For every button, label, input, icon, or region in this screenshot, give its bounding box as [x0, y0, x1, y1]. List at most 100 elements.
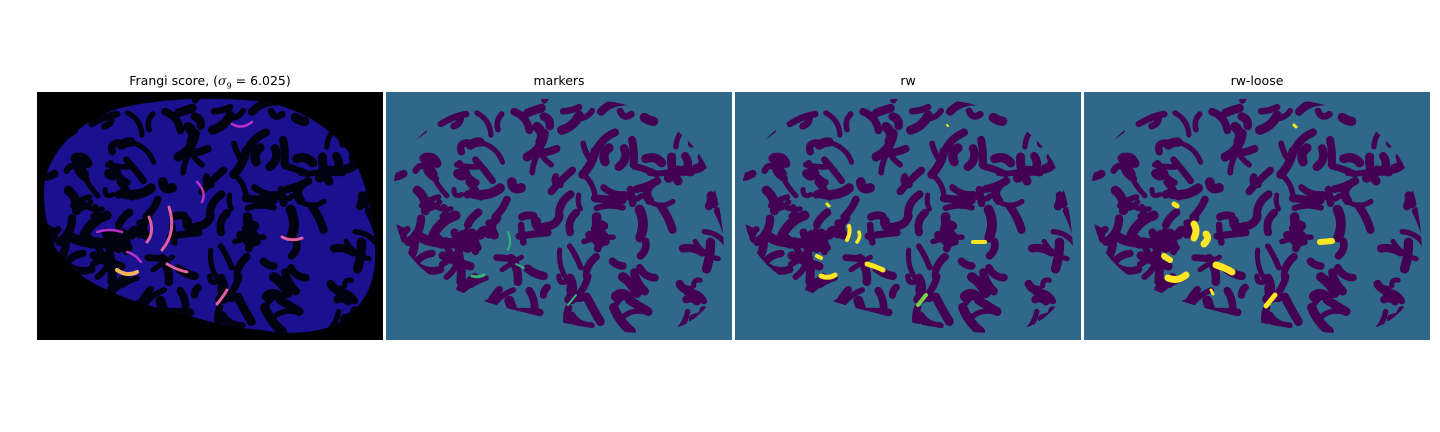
blob-mark — [337, 298, 348, 301]
blob-mark — [632, 140, 634, 165]
panel-image-markers — [386, 92, 732, 340]
blob-mark — [597, 206, 623, 208]
panel-image-rw-loose — [1084, 92, 1430, 340]
blob-mark — [613, 261, 623, 266]
blob-mark — [1108, 238, 1113, 258]
blob-mark — [962, 261, 972, 266]
blob-mark — [336, 156, 339, 172]
blob-mark — [868, 233, 897, 236]
blob-mark — [1226, 108, 1240, 113]
blob-mark — [1295, 206, 1321, 208]
blob-mark — [871, 215, 883, 217]
blob-mark — [470, 142, 480, 145]
blob-mark — [946, 206, 972, 208]
blob-mark — [927, 195, 929, 209]
blob-mark — [1344, 158, 1360, 163]
blob-mark — [685, 156, 688, 172]
blob-mark — [644, 118, 653, 122]
blob-mark — [1293, 198, 1321, 200]
blob-mark — [790, 243, 817, 248]
blob-mark — [297, 158, 313, 163]
blob-mark — [1383, 156, 1386, 172]
blob-mark — [528, 108, 542, 113]
blob-mark — [246, 225, 254, 229]
highlight-segment — [1194, 224, 1196, 238]
blob-mark — [1235, 127, 1240, 142]
panel-image-rw — [735, 92, 1081, 340]
blob-mark — [1035, 298, 1046, 301]
highlight-segment — [1294, 125, 1296, 127]
blob-mark — [995, 158, 1011, 163]
blob-mark — [629, 196, 641, 199]
highlight-segment — [821, 275, 835, 277]
blob-mark — [519, 233, 548, 236]
panel-title-rw-loose: rw-loose — [1084, 73, 1430, 89]
blob-mark — [248, 206, 274, 208]
blob-mark — [1139, 243, 1166, 248]
highlight-segment — [1211, 290, 1213, 294]
blob-mark — [978, 196, 990, 199]
blob-mark — [92, 243, 119, 248]
blob-mark — [255, 148, 260, 162]
highlight-segment — [1164, 256, 1170, 260]
blob-mark — [1242, 287, 1246, 295]
markers-image — [386, 92, 732, 340]
blob-mark — [1384, 298, 1395, 301]
blob-mark — [822, 242, 826, 251]
blob-mark — [148, 258, 166, 260]
blob-mark — [846, 258, 864, 260]
blob-mark — [188, 127, 193, 142]
blob-mark — [195, 287, 199, 295]
blob-mark — [1217, 233, 1246, 236]
blob-mark — [886, 127, 891, 142]
blob-mark — [545, 149, 557, 153]
blob-mark — [1171, 242, 1175, 251]
blob-mark — [595, 198, 623, 200]
highlight-segment — [472, 275, 484, 277]
blob-mark — [1293, 225, 1301, 229]
blob-mark — [229, 195, 231, 209]
blob-mark — [1195, 258, 1213, 260]
blob-mark — [877, 108, 891, 113]
blob-mark — [410, 238, 415, 258]
title-suffix: = 6.025) — [232, 73, 291, 88]
blob-mark — [544, 287, 548, 295]
panel-title-rw: rw — [735, 73, 1081, 89]
frangi-score-image — [37, 92, 383, 340]
blob-mark — [1220, 215, 1232, 217]
blob-mark — [1330, 140, 1332, 165]
blob-mark — [170, 233, 199, 236]
highlight-segment — [1320, 241, 1332, 242]
title-sigma-symbol: σ — [218, 73, 227, 88]
blob-mark — [537, 127, 542, 142]
blob-mark — [264, 261, 274, 266]
blob-mark — [1243, 149, 1255, 153]
blob-mark — [1338, 210, 1341, 238]
blob-mark — [1342, 118, 1351, 122]
blob-mark — [640, 210, 643, 238]
blob-mark — [1302, 148, 1307, 162]
blob-mark — [819, 142, 829, 145]
title-prefix: Frangi score, ( — [129, 73, 218, 88]
blob-mark — [953, 148, 958, 162]
blob-mark — [522, 215, 534, 217]
blob-mark — [893, 287, 897, 295]
blob-mark — [944, 198, 972, 200]
blob-mark — [578, 195, 580, 209]
blob-mark — [1327, 196, 1339, 199]
blob-mark — [283, 140, 285, 165]
blob-mark — [1034, 156, 1037, 172]
blob-mark — [1276, 195, 1278, 209]
highlight-segment — [1204, 234, 1208, 244]
blob-mark — [993, 118, 1002, 122]
blob-mark — [604, 148, 609, 162]
blob-mark — [173, 215, 185, 217]
blob-mark — [1168, 142, 1178, 145]
blob-mark — [61, 238, 66, 258]
blob-mark — [646, 158, 662, 163]
blob-mark — [295, 118, 304, 122]
highlight-segment — [827, 204, 829, 206]
blob-mark — [441, 243, 468, 248]
highlight-segment — [1174, 204, 1177, 206]
blob-mark — [280, 196, 292, 199]
